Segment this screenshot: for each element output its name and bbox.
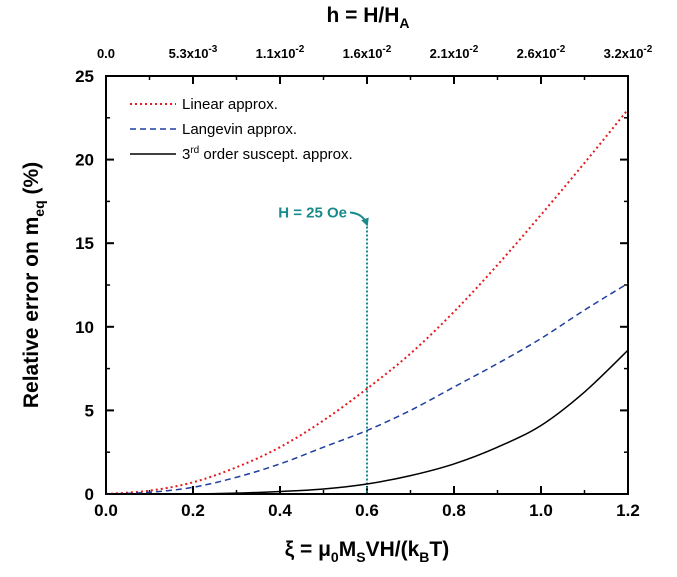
annotation-layer: H = 25 Oe <box>278 204 369 494</box>
top-tick-exponent-4: -2 <box>469 44 478 55</box>
top-tick-label-2: 1.1x10-2 <box>256 44 305 61</box>
x-tick-label-2: 0.4 <box>268 501 292 520</box>
x-axis-title-mid1: M <box>339 538 357 561</box>
x-axis-title-sub1: S <box>356 549 365 565</box>
top-tick-mantissa-3: 1.6x10 <box>343 46 383 61</box>
x-tick-label-1: 0.2 <box>181 501 205 520</box>
legend-label-third-order-sup: rd <box>190 145 199 156</box>
x-axis-title: ξ = μ0MSVH/(kBT) <box>285 538 449 565</box>
y-tick-label-1: 5 <box>85 401 94 420</box>
series-layer <box>105 108 629 495</box>
y-tick-label-4: 20 <box>75 151 94 170</box>
top-axis-title-sub: A <box>399 15 409 31</box>
top-tick-label-1: 5.3x10-3 <box>169 44 218 61</box>
x-axis-title-suffix: T) <box>429 538 449 561</box>
y-axis-title-main: Relative error on m <box>20 217 43 408</box>
top-tick-label-0: 0.0 <box>97 46 115 61</box>
top-tick-label-4: 2.1x10-2 <box>430 44 479 61</box>
x-axis-title-prefix: ξ = μ <box>285 538 331 561</box>
top-tick-mantissa-0: 0.0 <box>97 46 115 61</box>
legend-label-third-order-suffix: order suscept. approx. <box>199 146 352 163</box>
top-tick-label-5: 2.6x10-2 <box>517 44 566 61</box>
series-linear <box>105 108 629 495</box>
x-tick-label-4: 0.8 <box>442 501 466 520</box>
x-axis-title-sub2: B <box>419 549 429 565</box>
y-axis-title-unit: (%) <box>20 162 43 201</box>
y-axis-title-sub: eq <box>31 200 47 216</box>
x-tick-label-6: 1.2 <box>616 501 640 520</box>
y-tick-label-5: 25 <box>75 67 94 86</box>
series-langevin <box>105 282 629 495</box>
top-tick-label-6: 3.2x10-2 <box>604 44 653 61</box>
y-tick-label-2: 10 <box>75 318 94 337</box>
series-third-order <box>106 349 629 495</box>
x-tick-label-3: 0.6 <box>355 501 379 520</box>
y-tick-label-3: 15 <box>75 234 94 253</box>
top-axis-title: h = H/HA <box>326 4 409 31</box>
top-tick-exponent-3: -2 <box>382 44 391 55</box>
x-axis-title-sub0: 0 <box>331 549 339 565</box>
top-tick-mantissa-1: 5.3x10 <box>169 46 209 61</box>
top-tick-label-3: 1.6x10-2 <box>343 44 392 61</box>
top-tick-exponent-2: -2 <box>295 44 304 55</box>
annotation-arrow <box>349 211 369 227</box>
top-tick-exponent-1: -3 <box>208 44 217 55</box>
x-axis-title-mid2: VH/(k <box>366 538 420 561</box>
x-tick-label-5: 1.0 <box>529 501 553 520</box>
y-tick-label-0: 0 <box>85 485 94 504</box>
annotation-label: H = 25 Oe <box>278 204 347 221</box>
x-tick-label-0: 0.0 <box>94 501 118 520</box>
top-axis-title-main: h = H/H <box>326 4 399 27</box>
top-tick-exponent-6: -2 <box>643 44 652 55</box>
legend-label-third-order: 3rd order suscept. approx. <box>182 145 353 163</box>
legend-label-langevin: Langevin approx. <box>182 121 297 138</box>
legend-label-third-order-prefix: 3 <box>182 146 190 163</box>
top-tick-mantissa-5: 2.6x10 <box>517 46 557 61</box>
top-tick-mantissa-6: 3.2x10 <box>604 46 644 61</box>
top-tick-mantissa-4: 2.1x10 <box>430 46 470 61</box>
legend: Linear approx. Langevin approx. 3rd orde… <box>130 96 353 163</box>
y-axis-title: Relative error on meq (%) <box>20 162 47 408</box>
top-tick-exponent-5: -2 <box>556 44 565 55</box>
top-tick-mantissa-2: 1.1x10 <box>256 46 296 61</box>
legend-label-linear: Linear approx. <box>182 96 278 113</box>
